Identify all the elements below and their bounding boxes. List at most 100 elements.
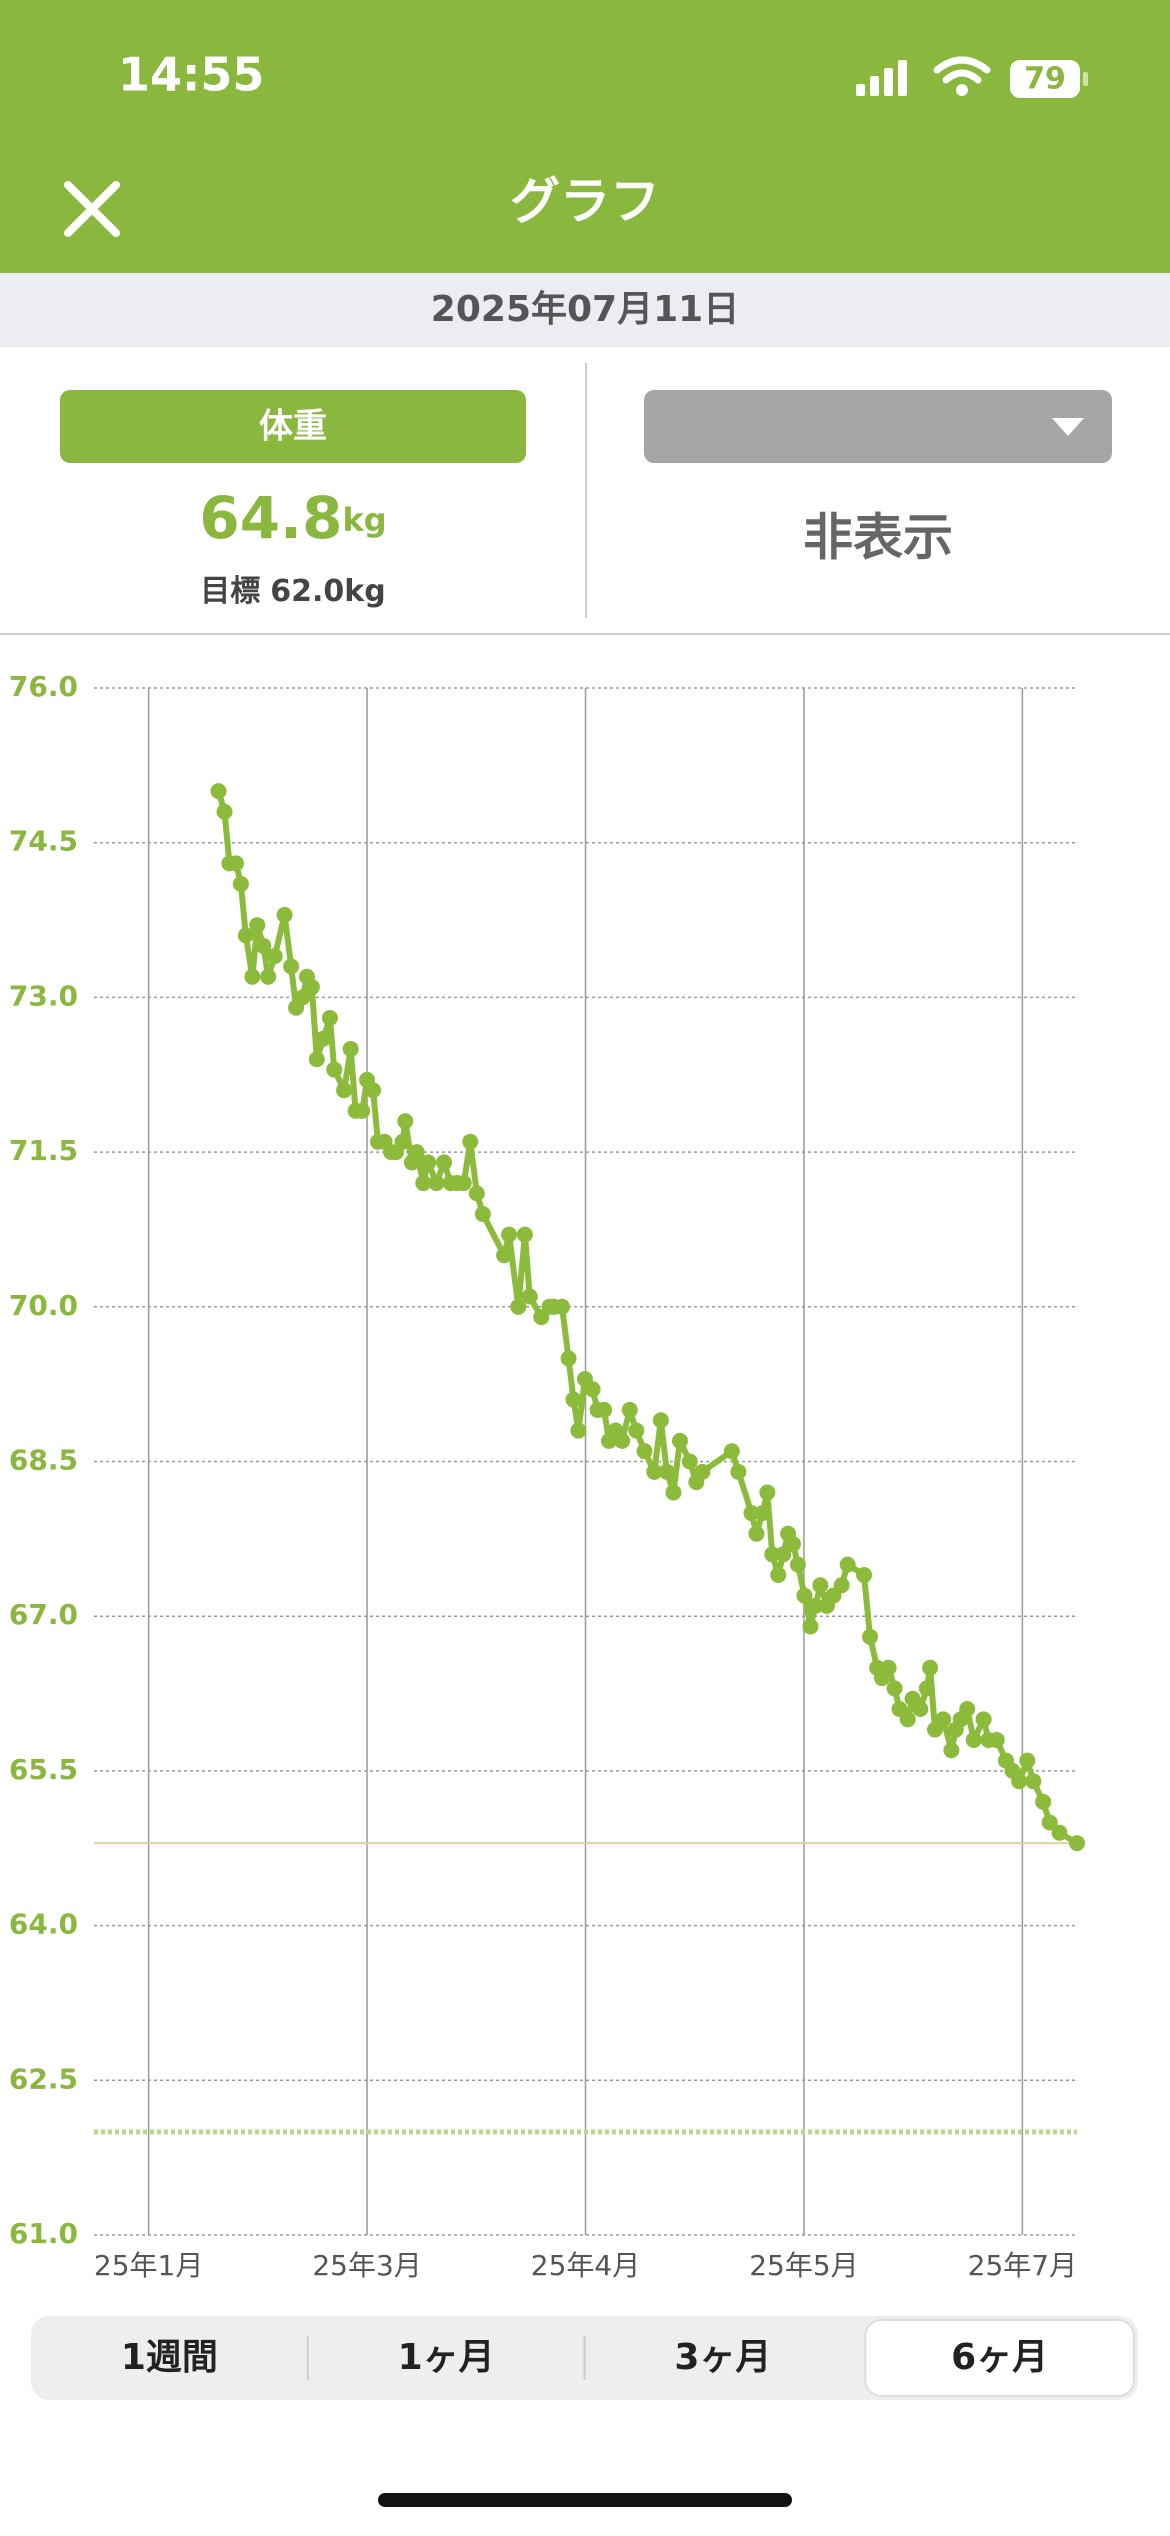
data-point — [621, 1401, 638, 1418]
data-point — [789, 1556, 806, 1573]
data-point — [394, 1133, 411, 1150]
data-point — [943, 1742, 960, 1759]
data-point — [922, 1659, 939, 1676]
data-point — [249, 917, 266, 934]
home-indicator — [378, 2493, 792, 2507]
wifi-icon — [933, 56, 991, 84]
weight-line — [215, 790, 1079, 1846]
data-point — [354, 1102, 371, 1119]
data-point — [636, 1443, 653, 1460]
data-point — [862, 1628, 879, 1645]
data-point — [785, 1536, 802, 1553]
data-point — [365, 1082, 382, 1099]
data-point — [266, 948, 283, 965]
y-tick-label: 62.5 — [9, 2062, 78, 2095]
data-point — [496, 1247, 513, 1264]
y-tick-label: 70.0 — [9, 1289, 78, 1322]
y-tick-label: 71.5 — [9, 1134, 78, 1167]
data-point — [935, 1711, 952, 1728]
data-point — [308, 1051, 325, 1068]
chart: 61.0 62.5 64.0 65.5 67.0 68.5 70.0 71.5 73.0 74.5… — [9, 670, 1085, 2282]
data-point — [812, 1577, 829, 1594]
data-point — [665, 1484, 682, 1501]
data-point — [681, 1453, 698, 1470]
data-point — [807, 1597, 824, 1614]
data-point — [315, 1030, 332, 1047]
y-tick-label: 67.0 — [9, 1598, 78, 1631]
data-point — [255, 937, 272, 954]
y-tick-label: 64.0 — [9, 1908, 78, 1941]
metric-button[interactable] — [60, 390, 526, 463]
data-point — [516, 1226, 533, 1243]
data-point — [227, 855, 244, 872]
data-point — [336, 1082, 353, 1099]
battery-level: 79 — [1024, 62, 1066, 97]
data-point — [1069, 1835, 1085, 1852]
data-point — [326, 1061, 343, 1078]
data-point — [436, 1154, 453, 1171]
x-tick-label: 25年7月 — [968, 2249, 1077, 2282]
x-tick-label: 25年5月 — [749, 2249, 858, 2282]
data-point — [303, 979, 320, 996]
data-point — [1041, 1814, 1058, 1831]
dropdown-arrow — [1052, 418, 1084, 436]
data-point — [754, 1505, 771, 1522]
data-point — [880, 1659, 897, 1676]
wifi-dot — [956, 84, 968, 96]
data-point — [294, 989, 311, 1006]
header-title: グラフ — [510, 173, 660, 231]
data-point — [796, 1587, 813, 1604]
y-tick-label: 74.5 — [9, 825, 78, 858]
tab[interactable]: 1週間 — [121, 2337, 218, 2378]
data-point — [570, 1422, 587, 1439]
close-button[interactable] — [64, 181, 120, 237]
tab[interactable]: 3ヶ月 — [674, 2337, 771, 2378]
data-point — [560, 1350, 577, 1367]
weight-unit: kg — [342, 501, 386, 539]
current-weight: 64.8kg — [199, 484, 386, 552]
goal-value: 62.0 — [270, 574, 344, 609]
data-point — [1035, 1793, 1052, 1810]
data-point — [554, 1298, 571, 1315]
data-point — [839, 1556, 856, 1573]
data-point — [759, 1484, 776, 1501]
y-tick-label: 76.0 — [9, 670, 78, 703]
data-point — [646, 1463, 663, 1480]
data-point — [1025, 1773, 1042, 1790]
data-point — [775, 1546, 792, 1563]
data-point — [833, 1577, 850, 1594]
x-tick-label: 25年1月 — [94, 2249, 203, 2282]
data-point — [1011, 1773, 1028, 1790]
data-point — [694, 1463, 711, 1480]
data-point — [462, 1133, 479, 1150]
data-point — [918, 1680, 935, 1697]
signal-icon — [856, 60, 907, 96]
data-point — [510, 1298, 527, 1315]
data-point — [420, 1154, 437, 1171]
data-point — [770, 1566, 787, 1583]
data-point — [1019, 1752, 1036, 1769]
data-point — [1051, 1824, 1068, 1841]
tab[interactable]: 6ヶ月 — [951, 2337, 1048, 2378]
y-tick-label: 68.5 — [9, 1444, 78, 1477]
data-point — [232, 875, 249, 892]
data-point — [321, 1010, 338, 1027]
data-point — [244, 968, 261, 985]
dropdown[interactable] — [644, 390, 1112, 463]
y-tick-label: 61.0 — [9, 2217, 78, 2250]
data-point — [856, 1566, 873, 1583]
data-point — [596, 1401, 613, 1418]
goal-unit: kg — [344, 574, 385, 609]
data-point — [802, 1618, 819, 1635]
weight-value: 64.8 — [199, 484, 342, 552]
data-point — [216, 803, 233, 820]
data-point — [428, 1175, 445, 1192]
data-point — [628, 1422, 645, 1439]
goal: 目標 62.0kg — [200, 574, 385, 609]
tab[interactable]: 1ヶ月 — [398, 2337, 495, 2378]
data-point — [652, 1412, 669, 1429]
y-tick-label: 65.5 — [9, 1753, 78, 1786]
tab-selected-bg — [864, 2319, 1135, 2397]
data-point — [912, 1701, 929, 1718]
